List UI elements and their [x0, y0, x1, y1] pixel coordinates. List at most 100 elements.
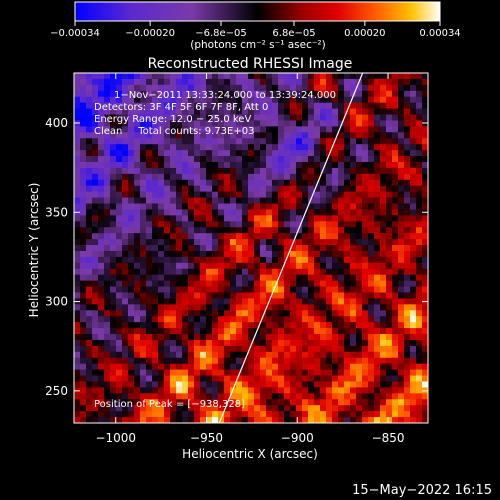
heatmap-cell — [344, 298, 351, 305]
heatmap-cell — [308, 250, 315, 258]
heatmap-cell — [104, 286, 111, 293]
heatmap-cell — [98, 274, 105, 282]
heatmap-cell — [224, 405, 231, 412]
heatmap-cell — [116, 369, 123, 376]
heatmap-cell — [338, 215, 345, 222]
heatmap-cell — [320, 227, 327, 234]
heatmap-cell — [290, 339, 297, 347]
heatmap-cell — [320, 239, 327, 246]
heatmap-cell — [170, 156, 177, 163]
heatmap-cell — [386, 316, 393, 323]
heatmap-cell — [158, 185, 165, 193]
heatmap-cell — [320, 96, 327, 104]
heatmap-cell — [98, 328, 105, 335]
heatmap-cell — [356, 138, 363, 145]
heatmap-cell — [308, 363, 315, 371]
heatmap-cell — [344, 256, 351, 264]
heatmap-cell — [230, 345, 237, 353]
heatmap-cell — [416, 144, 423, 151]
heatmap-cell — [104, 90, 111, 98]
heatmap-cell — [254, 161, 261, 169]
heatmap-cell — [290, 185, 297, 193]
heatmap-cell — [338, 78, 345, 86]
heatmap-cell — [278, 292, 285, 299]
heatmap-cell — [344, 292, 351, 299]
heatmap-cell — [92, 411, 99, 418]
heatmap-cell — [164, 292, 171, 299]
heatmap-cell — [320, 156, 327, 163]
heatmap-cell — [272, 375, 279, 382]
heatmap-cell — [404, 191, 411, 198]
heatmap-cell — [104, 150, 111, 157]
heatmap-cell — [122, 161, 129, 169]
heatmap-cell — [188, 339, 195, 347]
heatmap-cell — [416, 96, 423, 104]
heatmap-cell — [284, 156, 291, 163]
heatmap-cell — [308, 262, 315, 270]
heatmap-cell — [320, 328, 327, 335]
heatmap-cell — [350, 156, 357, 163]
heatmap-cell — [212, 185, 219, 193]
heatmap-cell — [296, 84, 303, 92]
heatmap-cell — [350, 84, 357, 92]
heatmap-cell — [182, 369, 189, 376]
heatmap-cell — [206, 150, 213, 157]
heatmap-cell — [200, 292, 207, 299]
heatmap-cell — [218, 96, 225, 104]
heatmap-cell — [218, 262, 225, 270]
heatmap-cell — [368, 387, 375, 394]
heatmap-cell — [302, 339, 309, 347]
heatmap-cell — [404, 369, 411, 376]
heatmap-cell — [344, 215, 351, 222]
heatmap-cell — [314, 233, 321, 240]
heatmap-cell — [134, 363, 141, 371]
heatmap-cell — [236, 90, 243, 98]
heatmap-cell — [248, 256, 255, 264]
heatmap-cell — [170, 280, 177, 287]
heatmap-cell — [392, 381, 399, 388]
heatmap-cell — [296, 310, 303, 317]
heatmap-cell — [362, 185, 369, 193]
heatmap-cell — [380, 345, 387, 353]
heatmap-cell — [194, 156, 201, 163]
heatmap-cell — [314, 156, 321, 163]
heatmap-cell — [122, 387, 129, 394]
heatmap-cell — [188, 280, 195, 287]
heatmap-cell — [140, 78, 147, 86]
heatmap-cell — [236, 375, 243, 382]
heatmap-cell — [362, 132, 369, 139]
heatmap-cell — [80, 286, 87, 293]
heatmap-cell — [344, 138, 351, 145]
heatmap-cell — [146, 405, 153, 412]
heatmap-cell — [242, 405, 249, 412]
heatmap-cell — [272, 292, 279, 299]
heatmap-cell — [140, 357, 147, 365]
heatmap-cell — [176, 280, 183, 287]
heatmap-cell — [242, 345, 249, 353]
heatmap-cell — [218, 387, 225, 394]
heatmap-cell — [170, 114, 177, 121]
heatmap-cell — [182, 328, 189, 335]
heatmap-cell — [104, 399, 111, 406]
heatmap-cell — [344, 328, 351, 335]
heatmap-cell — [290, 144, 297, 151]
heatmap-cell — [212, 144, 219, 151]
heatmap-cell — [164, 114, 171, 121]
heatmap-cell — [122, 132, 129, 139]
heatmap-cell — [338, 126, 345, 133]
heatmap-cell — [362, 84, 369, 92]
heatmap-cell — [104, 417, 111, 423]
heatmap-cell — [320, 185, 327, 193]
heatmap-cell — [416, 286, 423, 293]
heatmap-cell — [422, 156, 428, 163]
heatmap-cell — [338, 102, 345, 109]
heatmap-cell — [200, 179, 207, 187]
heatmap-cell — [386, 138, 393, 145]
heatmap-cell — [134, 120, 141, 127]
heatmap-cell — [314, 369, 321, 376]
heatmap-cell — [176, 221, 183, 228]
heatmap-cell — [122, 399, 129, 406]
heatmap-cell — [290, 215, 297, 222]
heatmap-cell — [308, 102, 315, 109]
